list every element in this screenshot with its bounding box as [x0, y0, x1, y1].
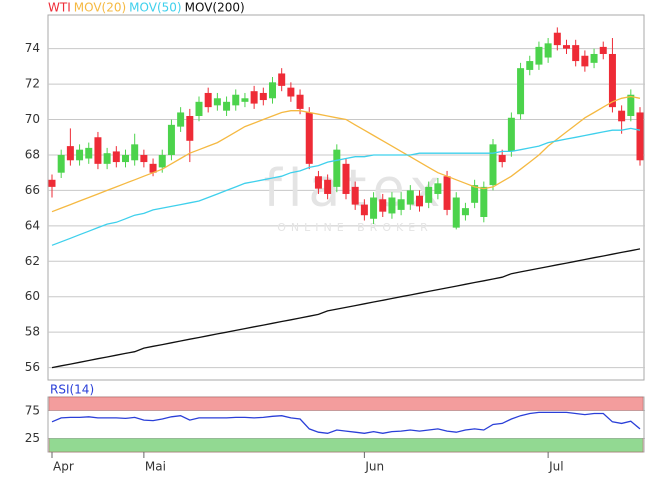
candle-body	[452, 197, 460, 228]
legend-entry: WTI	[48, 1, 71, 15]
y-tick-label: 64	[25, 218, 40, 232]
candle-body	[250, 91, 258, 104]
candle-body	[287, 87, 295, 97]
candle-body	[195, 101, 203, 116]
candle-body	[406, 190, 414, 205]
candle-body	[526, 61, 534, 70]
candle-body	[112, 151, 120, 163]
candle-body	[324, 179, 332, 194]
y-tick-label: 68	[25, 147, 40, 161]
candle-body	[535, 46, 543, 65]
candle-body	[232, 94, 240, 106]
series-line	[51, 248, 641, 369]
candle-body	[149, 163, 157, 173]
candle-body	[360, 204, 368, 216]
candle-body	[563, 45, 570, 49]
x-tick-label: Apr	[53, 460, 74, 474]
candle-body	[103, 153, 111, 164]
candle-body	[314, 176, 322, 189]
candle-body	[259, 92, 267, 101]
candle-body	[269, 82, 276, 99]
candle-body	[507, 117, 515, 152]
y-tick-label: 60	[25, 289, 40, 303]
rsi-band	[48, 396, 644, 411]
candle-body	[590, 53, 598, 63]
candle-body	[204, 92, 212, 108]
candle-body	[388, 197, 396, 214]
watermark-sub: ONLINE BROKER	[277, 221, 433, 234]
rsi-band	[48, 438, 644, 453]
candle-body	[213, 98, 221, 106]
candle-body	[489, 144, 497, 186]
candle-body	[416, 195, 423, 207]
candle-body	[140, 154, 148, 163]
candle-body	[296, 94, 304, 109]
candle-body	[379, 199, 387, 212]
candle-body	[471, 185, 479, 203]
series-line	[51, 127, 641, 246]
rsi-tick-label: 25	[25, 431, 40, 445]
candle-body	[278, 73, 286, 86]
candle-body	[443, 176, 451, 210]
candle-body	[461, 208, 469, 216]
candle-body	[122, 154, 129, 163]
candle-body	[553, 32, 561, 46]
candle-body	[517, 68, 525, 115]
series-line	[51, 411, 641, 434]
legend-entry: MOV(200)	[185, 1, 245, 15]
rsi-tick-label: 75	[25, 403, 40, 417]
y-tick-label: 72	[25, 77, 40, 91]
candle-body	[498, 154, 506, 163]
legend-entry: MOV(50)	[129, 1, 181, 15]
y-tick-label: 74	[25, 41, 40, 55]
candle-body	[572, 45, 580, 62]
candle-body	[76, 149, 84, 161]
candle-body	[305, 112, 313, 164]
candle-body	[425, 186, 433, 203]
y-tick-label: 58	[25, 325, 40, 339]
y-tick-label: 56	[25, 360, 40, 374]
candle-body	[636, 112, 644, 161]
y-tick-label: 70	[25, 112, 40, 126]
candle-body	[599, 46, 607, 54]
candle-body	[351, 186, 359, 205]
candle-body	[480, 186, 488, 217]
candle-body	[241, 98, 249, 102]
candle-body	[544, 43, 552, 58]
candle-body	[85, 147, 93, 159]
candle-body	[66, 146, 74, 161]
candle-body	[167, 124, 175, 155]
candle-body	[223, 101, 231, 111]
rsi-title: RSI(14)	[50, 383, 94, 397]
candle-body	[581, 55, 589, 67]
y-tick-label: 66	[25, 183, 40, 197]
candle-body	[608, 53, 616, 108]
x-tick-label: Jun	[364, 460, 384, 474]
candle-body	[186, 115, 194, 141]
candle-body	[94, 137, 102, 164]
candle-body	[370, 197, 378, 219]
x-tick-label: Mai	[145, 460, 166, 474]
candle-body	[333, 149, 341, 187]
series-line	[51, 95, 641, 213]
candle-body	[177, 112, 185, 127]
candle-body	[342, 163, 350, 194]
legend-entry: MOV(20)	[74, 1, 126, 15]
candle-body	[627, 94, 635, 116]
candle-body	[48, 179, 56, 187]
candle-body	[434, 183, 442, 194]
y-tick-label: 62	[25, 254, 40, 268]
x-tick-label: Jul	[548, 460, 563, 474]
candle-body	[397, 199, 405, 210]
candle-body	[158, 154, 166, 168]
candle-body	[57, 154, 65, 173]
candle-body	[618, 110, 626, 122]
candle-body	[131, 144, 139, 161]
